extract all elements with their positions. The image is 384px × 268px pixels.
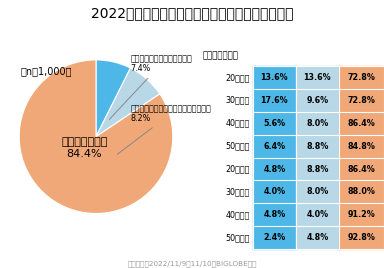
Wedge shape [96,68,160,137]
Text: 17.6%: 17.6% [260,96,288,105]
Text: 5.6%: 5.6% [263,119,285,128]
Text: 調査期間：2022/11/9～11/10　BIGLOBE調べ: 調査期間：2022/11/9～11/10 BIGLOBE調べ [127,260,257,267]
Bar [296,181,339,203]
Text: 50代男性: 50代男性 [225,142,250,151]
Bar [296,226,339,249]
Text: 40代女性: 40代女性 [225,210,250,219]
Text: 30代男性: 30代男性 [225,96,250,105]
Bar [339,181,384,203]
Text: 92.8%: 92.8% [348,233,376,242]
Bar [253,135,296,158]
Bar [253,89,296,112]
Bar [296,89,339,112]
Text: 13.6%: 13.6% [304,73,331,82]
Bar [296,135,339,158]
Bar [253,203,296,226]
Text: 50代女性: 50代女性 [225,233,250,242]
Text: 6.4%: 6.4% [263,142,285,151]
Wedge shape [19,60,173,214]
Text: 2022年の忘年会（プライベート）の予定があるか: 2022年の忘年会（プライベート）の予定があるか [91,7,293,21]
Bar [253,112,296,135]
Bar [253,66,296,89]
Text: 13.6%: 13.6% [260,73,288,82]
Text: 8.8%: 8.8% [306,142,329,151]
Text: すでに日程など決まっている
7.4%: すでに日程など決まっている 7.4% [109,54,192,119]
Text: 86.4%: 86.4% [348,119,375,128]
Wedge shape [96,60,131,137]
Text: 8.0%: 8.0% [306,119,329,128]
Bar [253,158,296,181]
Bar [339,158,384,181]
Text: 4.0%: 4.0% [263,187,285,196]
Text: 30代女性: 30代女性 [225,187,250,196]
Bar [253,226,296,249]
Text: 88.0%: 88.0% [348,187,376,196]
Text: 4.8%: 4.8% [263,165,285,174]
Text: 9.6%: 9.6% [306,96,328,105]
Bar [339,226,384,249]
Text: 4.8%: 4.8% [263,210,285,219]
Text: 84.8%: 84.8% [348,142,376,151]
Text: まだ予定はない
84.4%: まだ予定はない 84.4% [61,137,108,159]
Bar [339,89,384,112]
Bar [339,135,384,158]
Text: ＜年代・性別＞: ＜年代・性別＞ [202,51,238,60]
Text: 4.8%: 4.8% [306,233,329,242]
Text: 72.8%: 72.8% [348,96,376,105]
Text: 8.0%: 8.0% [306,187,329,196]
Text: 86.4%: 86.4% [348,165,375,174]
Bar [339,112,384,135]
Text: 91.2%: 91.2% [348,210,375,219]
Text: 2.4%: 2.4% [263,233,285,242]
Text: 8.8%: 8.8% [306,165,329,174]
Text: 40代男性: 40代男性 [225,119,250,128]
Bar [296,203,339,226]
Bar [296,66,339,89]
Bar [296,158,339,181]
Text: 4.0%: 4.0% [306,210,328,219]
Text: （n＝1,000）: （n＝1,000） [21,66,72,76]
Text: 日程は決まっていないが開催する予定
8.2%: 日程は決まっていないが開催する予定 8.2% [118,104,211,154]
Bar [339,66,384,89]
Bar [253,181,296,203]
Text: 20代男性: 20代男性 [225,73,250,82]
Bar [296,112,339,135]
Bar [339,203,384,226]
Text: 20代女性: 20代女性 [225,165,250,174]
Text: 72.8%: 72.8% [348,73,376,82]
